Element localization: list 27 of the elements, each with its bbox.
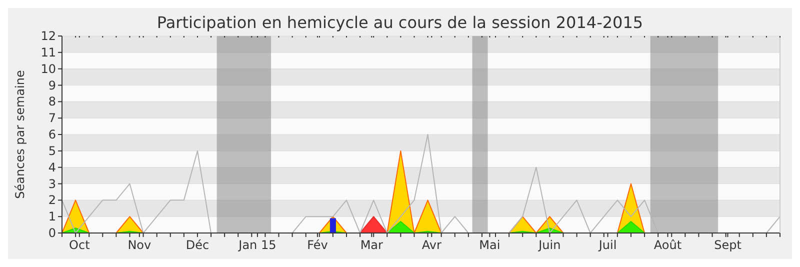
x-tick-label: Jan 15 [238,238,276,252]
y-tick-label: 3 [48,176,56,191]
y-tick-label: 4 [48,160,56,174]
y-tick-label: 7 [48,111,56,126]
chart-title: Participation en hemicycle au cours de la session 2014-2015 [156,13,644,32]
x-tick-label: Nov [128,238,152,252]
y-axis-title: Séances par semaine [13,70,27,199]
y-tick-label: 5 [48,144,56,158]
y-tick-label: 12 [40,29,56,43]
y-tick-label: 10 [40,62,56,76]
y-tick-label: 11 [40,45,56,60]
x-tick-label: Mar [360,238,384,252]
x-tick-label: Juil [598,238,617,252]
x-tick-label: Fév [307,238,328,252]
x-tick-label: Déc [186,238,210,252]
x-tick-label: Oct [69,238,90,252]
x-tick-label: Avr [422,238,442,252]
x-tick-label: Juin [538,238,561,252]
x-tick-label: Sept [714,238,742,252]
y-tick-label: 2 [48,193,56,208]
y-tick-label: 0 [48,226,56,240]
x-tick-label: Août [654,238,682,252]
y-tick-label: 8 [48,94,56,109]
y-tick-label: 9 [48,78,56,92]
x-tick-label: Mai [479,238,500,252]
y-tick-label: 6 [48,128,56,142]
y-tick-label: 1 [48,210,56,224]
